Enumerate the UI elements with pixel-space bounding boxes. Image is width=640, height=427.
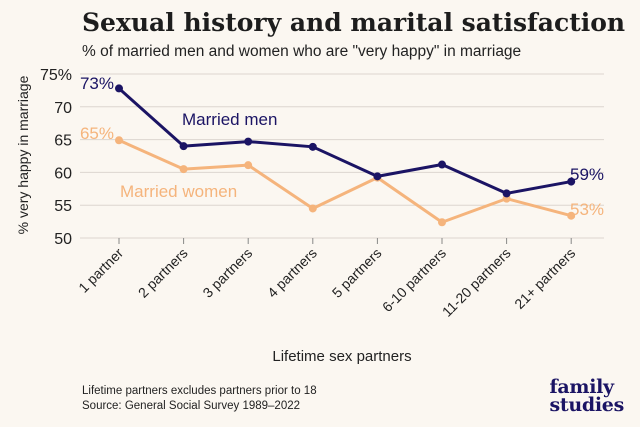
data-point-men — [567, 177, 576, 186]
series-name-women: Married women — [120, 182, 237, 201]
x-tick-label: 3 partners — [199, 245, 255, 301]
y-tick-label-70: 70 — [54, 100, 72, 117]
x-tick-label: 1 partner — [75, 245, 126, 296]
data-point-men — [502, 189, 511, 198]
x-axis-label: Lifetime sex partners — [272, 348, 411, 365]
footnotes: Lifetime partners excludes partners prio… — [82, 384, 317, 414]
y-axis-label: % very happy in marriage — [15, 75, 31, 234]
series-line-women — [118, 138, 572, 224]
data-point-men — [308, 142, 317, 151]
series-name-men: Married men — [182, 110, 277, 129]
data-point-men — [373, 172, 382, 181]
data-point-women — [308, 204, 317, 213]
y-tick-label-75: 75% — [40, 67, 72, 84]
start-value-label-men: 73% — [80, 74, 114, 93]
chart-subtitle: % of married men and women who are "very… — [82, 43, 522, 60]
data-point-men — [115, 84, 123, 93]
data-point-women — [179, 165, 188, 174]
x-tick-label: 2 partners — [135, 245, 191, 301]
end-value-label-women: 53% — [570, 200, 604, 219]
x-tick-label: 21+ partners — [511, 245, 578, 312]
x-tick-label: 4 partners — [264, 245, 320, 301]
x-tick-labels: 1 partner 2 partners 3 partners 4 partners 5… — [75, 238, 578, 320]
y-tick-label-65: 65 — [54, 133, 72, 150]
series-labels: Married men 73% 59% Married women 65% 53% — [80, 74, 604, 219]
y-tick-label-55: 55 — [54, 198, 72, 215]
y-tick-labels: 50 55 60 65 70 75% — [40, 67, 72, 248]
series-group — [115, 84, 576, 227]
data-point-women — [438, 218, 446, 227]
chart-title: Sexual history and marital satisfaction — [82, 8, 626, 37]
end-value-label-men: 59% — [570, 165, 604, 184]
data-point-women — [244, 161, 253, 170]
y-tick-label-60: 60 — [54, 165, 72, 182]
x-tick-label: 11-20 partners — [439, 245, 514, 320]
footnote-source: Source: General Social Survey 1989–2022 — [82, 400, 301, 412]
x-tick-label: 6-10 partners — [379, 245, 449, 315]
family-studies-logo: family studies — [549, 376, 625, 416]
logo-line-1: family — [549, 376, 615, 398]
data-point-women — [567, 211, 576, 220]
series-line-men — [118, 87, 572, 195]
data-point-women — [115, 136, 123, 145]
data-point-men — [179, 142, 188, 151]
data-point-men — [244, 137, 253, 146]
footnote-definition: Lifetime partners excludes partners prio… — [82, 385, 317, 397]
logo-line-2: studies — [549, 394, 625, 416]
start-value-label-women: 65% — [80, 124, 114, 143]
x-tick-label: 5 partners — [329, 245, 385, 301]
grid-lines — [80, 73, 604, 239]
y-tick-label-50: 50 — [54, 231, 72, 248]
data-point-men — [438, 160, 446, 169]
